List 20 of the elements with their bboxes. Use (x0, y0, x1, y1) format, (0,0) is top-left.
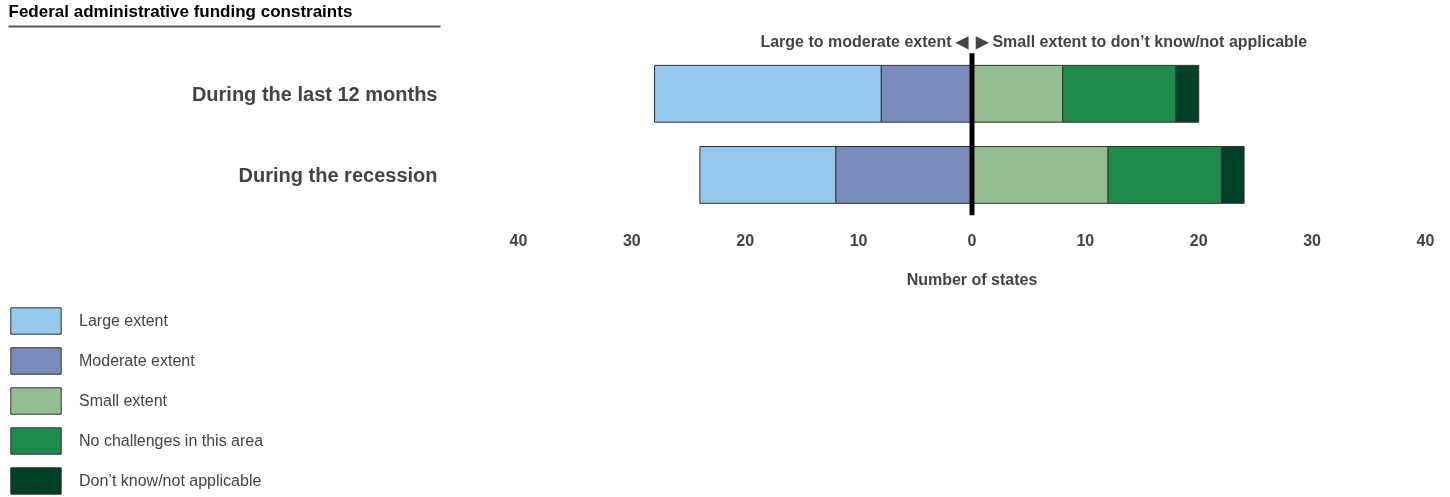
legend-label: Don’t know/not applicable (79, 470, 262, 491)
x-tick-label: 10 (1076, 231, 1095, 249)
x-axis-title: Number of states (906, 270, 1038, 288)
y-tick-label: During the last 12 months (191, 82, 438, 105)
legend-label: No challenges in this area (79, 430, 264, 451)
text: Large to moderate extent ◀ (760, 33, 969, 51)
legend-label: Moderate extent (79, 350, 195, 371)
legend-label: Large extent (79, 310, 168, 331)
x-tick-label: 40 (1416, 231, 1435, 249)
text: Federal administrative funding constraints (8, 1, 353, 21)
x-tick-label: 0 (967, 231, 977, 249)
x-tick-label: 30 (622, 231, 641, 249)
x-tick-label: 40 (509, 231, 528, 249)
y-tick-label: During the recession (238, 163, 438, 186)
text: ▶ Small extent to don’t know/not applicable (975, 33, 1308, 51)
legend-label: Small extent (79, 390, 168, 411)
x-tick-label: 30 (1303, 231, 1322, 249)
x-tick-label: 10 (849, 231, 868, 249)
x-tick-label: 20 (1189, 231, 1208, 249)
x-tick-label: 20 (736, 231, 755, 249)
